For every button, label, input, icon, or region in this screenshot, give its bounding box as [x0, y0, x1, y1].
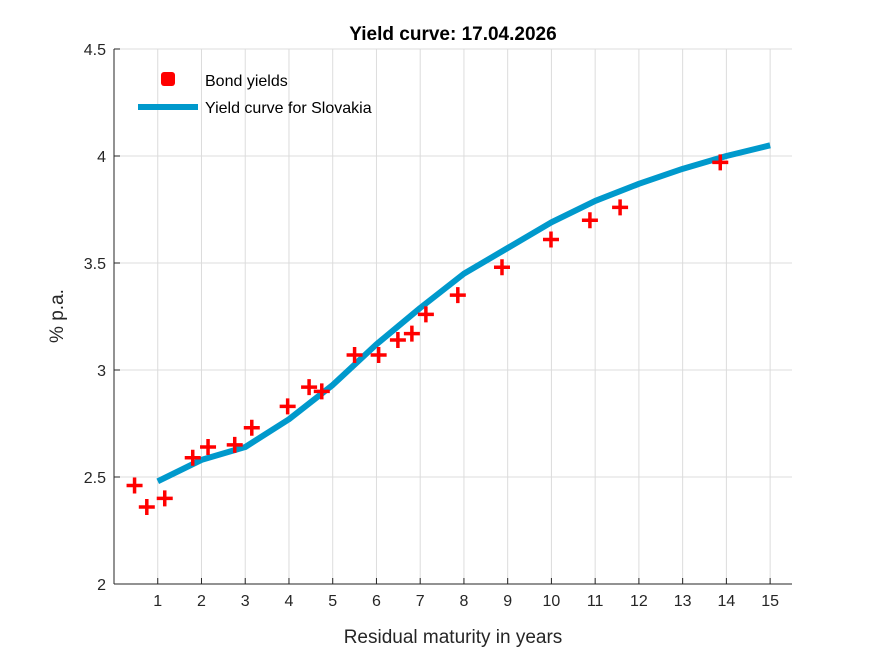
x-tick-label: 2 — [197, 593, 206, 610]
y-ticks: 2 2.5 3 3.5 4 4.5 — [84, 42, 120, 594]
bond-yield-point — [370, 347, 387, 364]
y-tick-label: 4 — [97, 149, 106, 166]
x-tick-label: 4 — [285, 593, 294, 610]
bond-yield-point — [301, 379, 318, 396]
bond-yield-point — [243, 419, 260, 436]
bond-yield-point — [612, 199, 629, 216]
legend-label-yield-curve: Yield curve for Slovakia — [205, 100, 372, 117]
bond-yield-point — [200, 439, 217, 456]
bond-yield-point — [313, 383, 330, 400]
bond-yield-point — [389, 332, 406, 349]
x-tick-label: 7 — [416, 593, 425, 610]
legend-marker-bond-yields — [161, 72, 175, 86]
plot-area — [114, 49, 792, 584]
yield-curve-line-group — [156, 142, 771, 484]
y-tick-label: 3.5 — [84, 256, 106, 273]
bond-yield-points — [126, 154, 729, 515]
chart-title: Yield curve: 17.04.2026 — [349, 24, 556, 45]
y-tick-label: 4.5 — [84, 42, 106, 59]
bond-yield-point — [346, 347, 363, 364]
y-tick-label: 3 — [97, 363, 106, 380]
x-tick-label: 1 — [153, 593, 162, 610]
bond-yield-point — [126, 477, 143, 494]
x-tick-label: 9 — [503, 593, 512, 610]
bond-yield-point — [226, 436, 243, 453]
bond-yield-point — [417, 306, 434, 323]
x-tick-label: 15 — [761, 593, 779, 610]
x-tick-label: 12 — [630, 593, 648, 610]
x-tick-label: 3 — [241, 593, 250, 610]
y-tick-label: 2 — [97, 577, 106, 594]
x-tick-label: 8 — [459, 593, 468, 610]
grid — [114, 48, 792, 585]
x-tick-label: 6 — [372, 593, 381, 610]
bond-yield-point — [712, 154, 729, 171]
x-tick-label: 10 — [543, 593, 561, 610]
bond-yield-point — [403, 325, 420, 342]
bond-yield-point — [156, 490, 173, 507]
x-tick-label: 11 — [587, 593, 604, 610]
y-tick-label: 2.5 — [84, 470, 106, 487]
bond-yield-point — [493, 259, 510, 276]
x-tick-label: 13 — [674, 593, 692, 610]
x-tick-label: 5 — [328, 593, 337, 610]
x-tick-label: 14 — [717, 593, 735, 610]
bond-yield-point — [184, 449, 201, 466]
x-ticks: 1 2 3 4 5 6 7 8 9 10 11 12 13 14 15 — [153, 578, 779, 610]
legend: Bond yields Yield curve for Slovakia — [138, 72, 372, 117]
bond-yield-point — [542, 231, 559, 248]
bond-yield-point — [581, 212, 598, 229]
x-axis-label: Residual maturity in years — [344, 627, 563, 648]
bond-yield-point — [138, 498, 155, 515]
bond-yield-point — [449, 287, 466, 304]
y-axis-label: % p.a. — [47, 289, 68, 343]
yield-curve-line — [156, 142, 771, 484]
bond-yield-point — [279, 398, 296, 415]
legend-label-bond-yields: Bond yields — [205, 73, 288, 90]
